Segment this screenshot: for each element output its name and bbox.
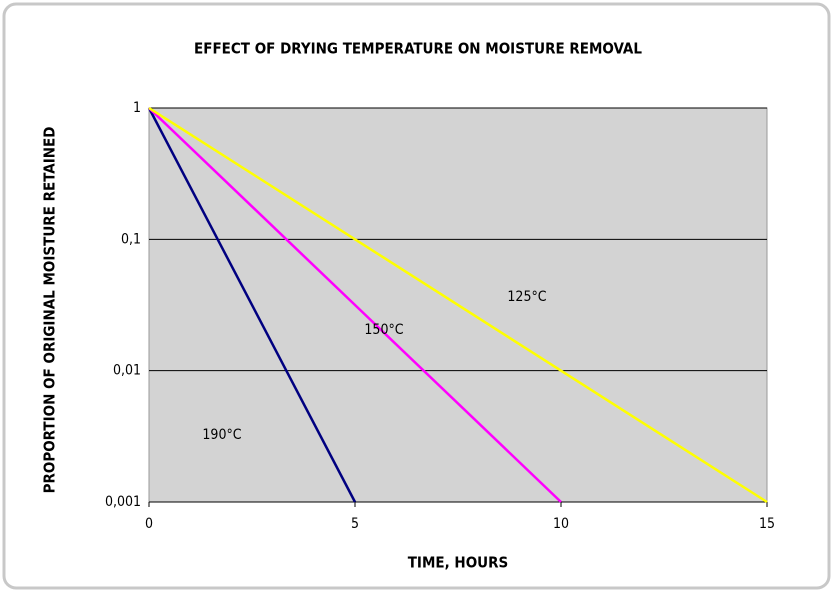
x-tick-label: 5	[351, 516, 359, 532]
x-tick-label: 0	[145, 516, 153, 532]
y-tick-label: 0,1	[121, 231, 141, 247]
y-tick-label: 1	[133, 100, 141, 116]
x-axis-label: TIME, HOURS	[408, 554, 509, 572]
series-label: 190°C	[202, 427, 241, 443]
series-line	[148, 107, 562, 503]
series-line	[147, 107, 357, 503]
x-tick-label: 15	[759, 516, 775, 532]
series-label: 125°C	[507, 289, 546, 305]
series-label: 150°C	[364, 322, 403, 338]
x-tick-label: 10	[553, 516, 569, 532]
y-tick-label: 0,01	[113, 363, 141, 379]
series-line	[148, 106, 768, 504]
y-tick-label: 0,001	[105, 494, 141, 510]
y-axis-label: PROPORTION OF ORIGINAL MOISTURE RETAINED	[41, 127, 59, 494]
chart-title: EFFECT OF DRYING TEMPERATURE ON MOISTURE…	[194, 40, 642, 58]
